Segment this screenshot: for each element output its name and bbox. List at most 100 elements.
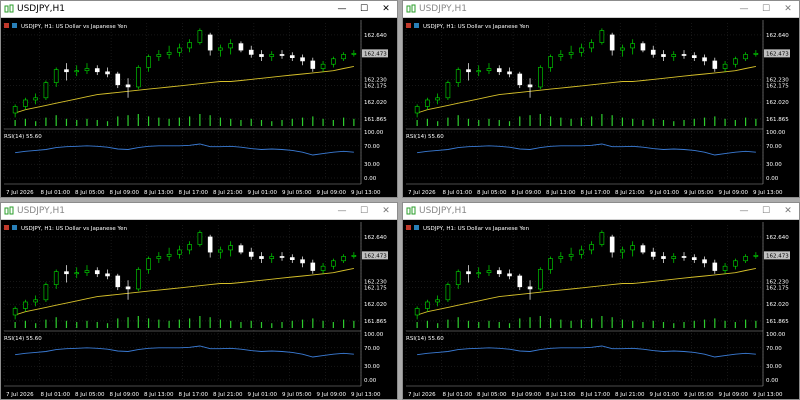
candle-body <box>507 273 512 277</box>
volume-bar <box>65 118 68 126</box>
maximize-button[interactable]: ☐ <box>359 206 369 216</box>
volume-bar <box>714 318 716 328</box>
volume-bar <box>86 118 88 126</box>
chart-window-4[interactable]: USDJPY,H1 — ☐ ✕ USDJPY, H1: US Dollar vs… <box>402 202 800 400</box>
candle-body <box>743 256 748 262</box>
volume-bar <box>416 322 418 328</box>
time-label: 9 Jul 01:00 <box>248 392 278 398</box>
volume-bar <box>312 116 314 126</box>
rsi-tick-label: 30.00 <box>766 364 782 370</box>
volume-bar <box>621 319 624 328</box>
time-label: 8 Jul 21:00 <box>615 190 645 196</box>
candle-body <box>733 260 738 267</box>
candle-body <box>753 255 759 257</box>
close-button[interactable]: ✕ <box>784 206 792 216</box>
volume-bar <box>65 320 68 328</box>
close-button[interactable]: ✕ <box>382 4 390 14</box>
current-price-tag <box>764 49 790 58</box>
candle-body <box>414 308 420 316</box>
maximize-button[interactable]: ☐ <box>761 206 771 216</box>
title-bar[interactable]: USDJPY,H1 — ☐ ✕ <box>1 203 397 220</box>
candle-body <box>620 249 625 253</box>
time-label: 8 Jul 17:00 <box>581 392 611 398</box>
candle-body <box>527 286 533 290</box>
time-label: 9 Jul 13:00 <box>351 190 381 196</box>
title-bar[interactable]: USDJPY,H1 — ☐ ✕ <box>403 1 799 18</box>
minimize-button[interactable]: — <box>739 4 749 14</box>
chart-window-3[interactable]: USDJPY,H1 — ☐ ✕ USDJPY, H1: US Dollar vs… <box>0 202 398 400</box>
candle-body <box>425 99 430 107</box>
candle-body <box>486 270 492 274</box>
price-tick-label: 162.020 <box>364 302 387 308</box>
volume-bar <box>35 323 37 328</box>
moving-average-line <box>416 65 756 114</box>
candle-body <box>166 51 172 55</box>
time-label: 7 Jul 2026 <box>6 392 34 398</box>
symbol-flag-icon <box>12 225 17 230</box>
symbol-label: USDJPY, H1: US Dollar vs Japanese Yen <box>423 24 530 30</box>
volume-bar <box>426 118 428 126</box>
candle-body <box>125 286 131 290</box>
time-label: 9 Jul 05:00 <box>282 190 312 196</box>
time-label: 9 Jul 01:00 <box>650 392 680 398</box>
close-button[interactable]: ✕ <box>784 4 792 14</box>
current-price-label: 162.473 <box>364 51 387 57</box>
current-price-label: 162.473 <box>766 253 789 259</box>
candle-body <box>23 99 28 107</box>
time-label: 8 Jul 05:00 <box>477 392 507 398</box>
volume-bar <box>703 319 706 328</box>
maximize-button[interactable]: ☐ <box>359 4 369 14</box>
volume-bar <box>76 120 78 126</box>
volume-bar <box>291 118 293 126</box>
title-bar[interactable]: USDJPY,H1 — ☐ ✕ <box>403 203 799 220</box>
rsi-line <box>417 345 756 358</box>
title-bar[interactable]: USDJPY,H1 — ☐ ✕ <box>1 1 397 18</box>
chart-window-1[interactable]: USDJPY,H1 — ☐ ✕ USDJPY, H1: US Dollar vs… <box>0 0 398 198</box>
candle-body <box>351 53 357 55</box>
minimize-button[interactable]: — <box>739 206 749 216</box>
time-label: 7 Jul 2026 <box>408 190 436 196</box>
volume-bar <box>755 320 757 328</box>
close-button[interactable]: ✕ <box>382 206 390 216</box>
chart-window-2[interactable]: USDJPY,H1 — ☐ ✕ USDJPY, H1: US Dollar vs… <box>402 0 800 198</box>
candle-body <box>33 97 38 101</box>
candle-body <box>681 54 687 56</box>
volume-bar <box>45 117 47 126</box>
price-chart[interactable]: USDJPY, H1: US Dollar vs Japanese Yen 162… <box>403 220 799 400</box>
volume-bar <box>158 117 160 126</box>
candle-body <box>94 68 100 73</box>
candle-body <box>691 55 697 58</box>
candle-body <box>691 257 697 260</box>
time-label: 8 Jul 17:00 <box>179 392 209 398</box>
price-chart[interactable]: USDJPY, H1: US Dollar vs Japanese Yen 162… <box>403 18 799 198</box>
volume-bar <box>447 117 449 126</box>
candle-body <box>156 54 162 57</box>
minimize-button[interactable]: — <box>337 4 347 14</box>
time-label: 8 Jul 09:00 <box>110 190 140 196</box>
candle-body <box>12 106 18 114</box>
price-tick-label: 162.640 <box>364 235 387 241</box>
candle-body <box>207 236 213 253</box>
minimize-button[interactable]: — <box>337 206 347 216</box>
candle-body <box>630 245 635 251</box>
candle-body <box>527 84 533 88</box>
maximize-button[interactable]: ☐ <box>761 4 771 14</box>
price-chart[interactable]: USDJPY, H1: US Dollar vs Japanese Yen 162… <box>1 18 397 198</box>
rsi-tick-label: 30.00 <box>364 364 380 370</box>
price-tick-label: 161.865 <box>766 319 789 325</box>
volume-bar <box>549 116 552 126</box>
volume-bar <box>745 117 747 126</box>
candle-body <box>64 271 69 275</box>
time-label: 9 Jul 05:00 <box>684 190 714 196</box>
candle-body <box>435 299 440 303</box>
rsi-tick-label: 0.00 <box>766 176 779 182</box>
candle-body <box>733 58 738 65</box>
candle-body <box>743 54 748 60</box>
volume-bar <box>591 318 593 328</box>
candle-body <box>105 273 110 277</box>
volume-bar <box>219 117 222 126</box>
volume-bar <box>632 320 634 328</box>
candle-body <box>425 301 430 309</box>
volume-bar <box>322 118 324 126</box>
price-chart[interactable]: USDJPY, H1: US Dollar vs Japanese Yen 162… <box>1 220 397 400</box>
